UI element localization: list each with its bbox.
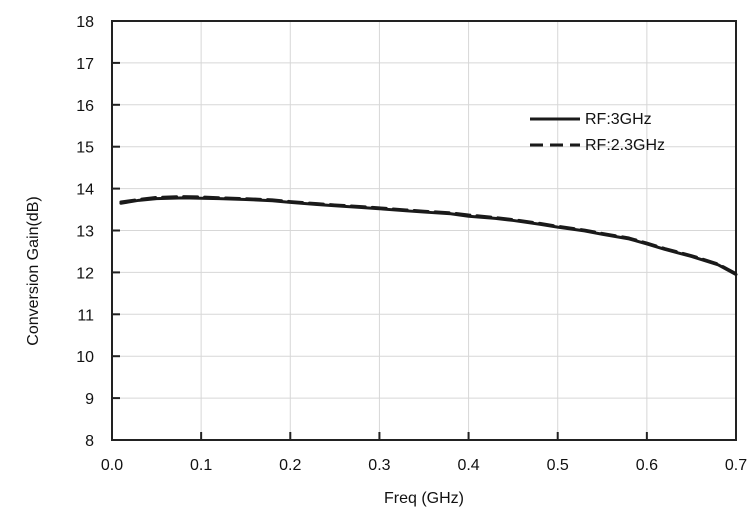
grid-layer [112,21,736,440]
x-tick-label-4: 0.4 [457,457,479,474]
y-tick-label-6: 14 [76,182,94,199]
x-tick-label-3: 0.3 [368,457,390,474]
tick-layer: 0.0 0.1 0.2 0.3 0.4 0.5 0.6 0.7 8 9 10 11 12 13 14 15 16… [76,14,747,474]
y-tick-label-1: 9 [85,391,94,408]
x-tick-label-6: 0.6 [636,457,658,474]
y-tick-label-9: 17 [76,56,94,73]
legend-label-rf-2-3ghz: RF:2.3GHz [585,137,665,154]
y-tick-label-10: 18 [76,14,94,31]
x-tick-label-1: 0.1 [190,457,212,474]
y-tick-label-3: 11 [77,307,94,324]
series-line-rf-2-3ghz [119,195,738,276]
y-tick-label-2: 10 [76,349,94,366]
y-tick-label-4: 12 [76,265,94,282]
legend: RF:3GHz RF:2.3GHz [530,111,665,154]
y-tick-label-5: 13 [76,224,94,241]
legend-label-rf-3ghz: RF:3GHz [585,111,652,128]
x-axis-label: Freq (GHz) [384,490,464,507]
series-layer [119,195,738,276]
y-tick-label-8: 16 [76,98,94,115]
x-tick-label-0: 0.0 [101,457,123,474]
y-axis-label: Conversion Gain(dB) [25,196,42,345]
y-tick-label-7: 15 [76,140,94,157]
x-tick-label-5: 0.5 [547,457,569,474]
y-tick-label-0: 8 [85,433,94,450]
x-tick-label-7: 0.7 [725,457,747,474]
x-tick-label-2: 0.2 [279,457,301,474]
